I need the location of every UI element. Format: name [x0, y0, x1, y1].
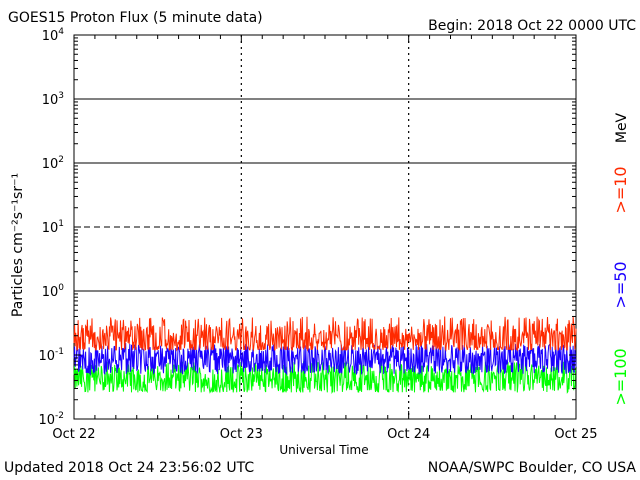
- credit-text: NOAA/SWPC Boulder, CO USA: [428, 460, 637, 476]
- x-tick-label: Oct 22: [52, 427, 95, 442]
- updated-timestamp: Updated 2018 Oct 24 23:56:02 UTC: [4, 460, 254, 476]
- x-tick-label: Oct 24: [387, 427, 430, 442]
- y-tick-label: 101: [42, 219, 64, 236]
- y-tick-label: 102: [42, 155, 64, 172]
- chart-title: GOES15 Proton Flux (5 minute data): [8, 10, 263, 26]
- data-series: [73, 316, 577, 395]
- y-axis-label: Particles cm⁻²s⁻¹sr⁻¹: [10, 173, 26, 317]
- x-axis-label: Universal Time: [279, 443, 368, 457]
- x-tick-label: Oct 25: [554, 427, 597, 442]
- y-tick-label: 10-2: [38, 411, 64, 428]
- legend: MeV >=10 >=50 >=100: [611, 112, 630, 405]
- x-tick-label: Oct 23: [220, 427, 263, 442]
- begin-date: Begin: 2018 Oct 22 0000 UTC: [428, 18, 636, 34]
- legend-entry: >=10: [611, 166, 630, 213]
- series-line-10MeV: [73, 316, 577, 352]
- x-axis-ticks: Oct 22 Oct 23 Oct 24 Oct 25: [52, 35, 598, 442]
- legend-entry: >=50: [611, 261, 630, 308]
- y-tick-label: 103: [42, 91, 64, 108]
- y-axis-ticks: 10-2 10-1 100 101 102 103 104: [38, 27, 576, 428]
- series-line-100MeV: [73, 360, 577, 395]
- y-tick-label: 104: [42, 27, 65, 44]
- threshold-lines: [74, 98, 576, 292]
- y-tick-label: 100: [42, 283, 65, 300]
- legend-unit: MeV: [614, 112, 630, 143]
- legend-entry: >=100: [611, 348, 630, 405]
- y-tick-label: 10-1: [38, 347, 64, 364]
